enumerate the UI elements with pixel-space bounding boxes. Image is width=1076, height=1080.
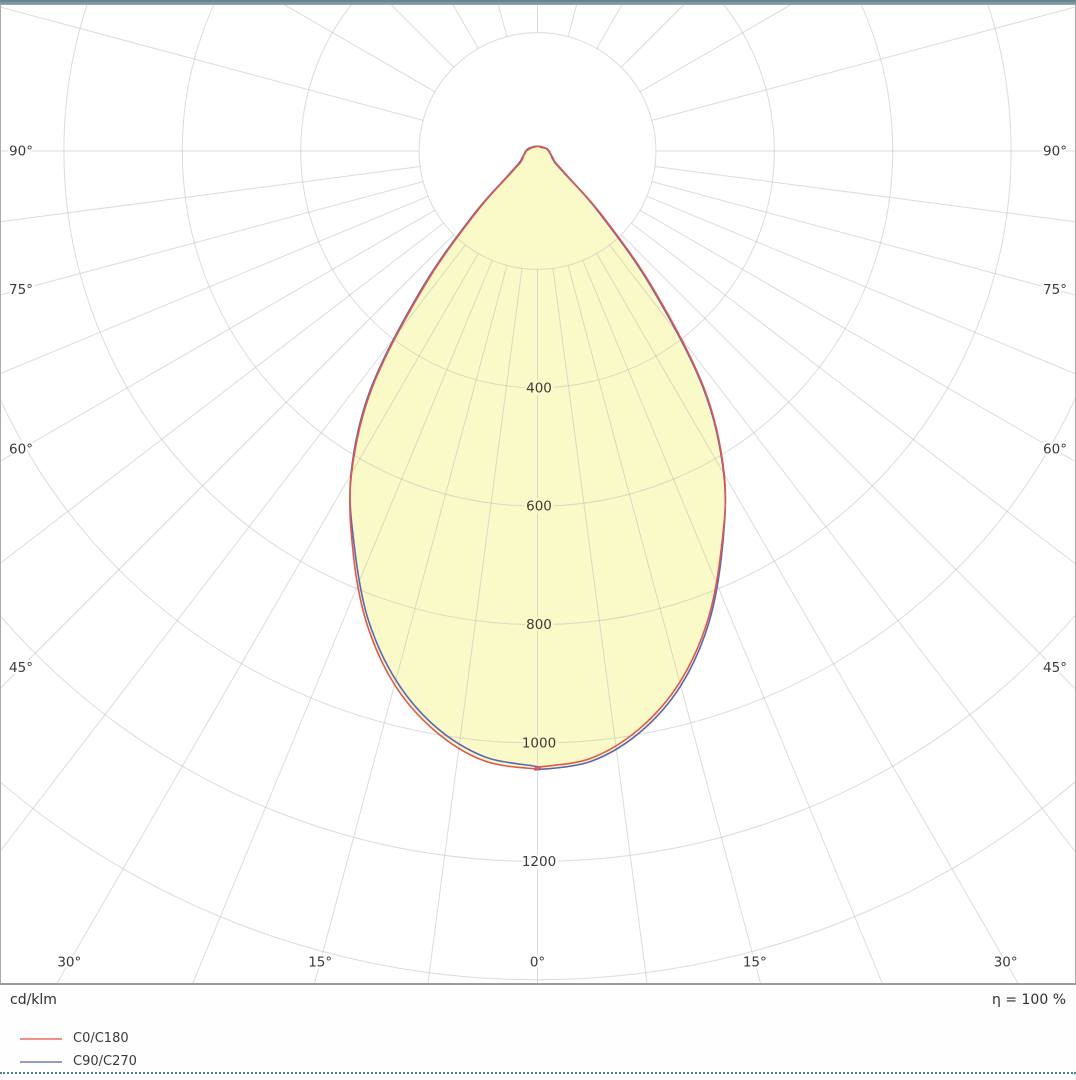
svg-text:90°: 90° — [1043, 144, 1067, 160]
legend-label-c0-c180: C0/C180 — [73, 1031, 129, 1046]
legend-swatch-c90-c270 — [20, 1060, 62, 1063]
svg-text:600: 600 — [526, 499, 552, 515]
footer: cd/klm η = 100 % C0/C180 C90/C270 — [0, 983, 1076, 1080]
bottom-accent-line — [0, 1072, 1076, 1074]
legend-label-c90-c270: C90/C270 — [73, 1054, 137, 1069]
svg-text:1000: 1000 — [522, 736, 556, 752]
top-accent-bar — [0, 0, 1076, 5]
svg-text:800: 800 — [526, 617, 552, 633]
curve-c0-c180 — [349, 145, 727, 771]
legend-item-c0-c180: C0/C180 — [20, 1027, 137, 1050]
svg-text:15°: 15° — [743, 955, 767, 971]
svg-text:30°: 30° — [57, 955, 81, 971]
svg-text:400: 400 — [526, 380, 552, 396]
svg-text:45°: 45° — [9, 660, 33, 676]
legend-item-c90-c270: C90/C270 — [20, 1050, 137, 1073]
grid-labels: 400 600 800 1000 1200 90° 90° 75° 75° 60° 60° 45° 45… — [7, 142, 1069, 973]
svg-text:15°: 15° — [308, 955, 332, 971]
efficiency-label: η = 100 % — [992, 992, 1066, 1008]
svg-text:45°: 45° — [1043, 660, 1067, 676]
legend: C0/C180 C90/C270 — [20, 1027, 137, 1073]
svg-text:90°: 90° — [9, 144, 33, 160]
svg-text:60°: 60° — [9, 442, 33, 458]
svg-text:75°: 75° — [9, 282, 33, 298]
intensity-curves — [349, 145, 727, 771]
svg-text:0°: 0° — [530, 955, 545, 971]
svg-text:75°: 75° — [1043, 282, 1067, 298]
unit-label: cd/klm — [10, 992, 57, 1008]
legend-swatch-c0-c180 — [20, 1037, 62, 1040]
polar-chart: 400 600 800 1000 1200 90° 90° 75° 75° 60° 60° 45° 45… — [0, 0, 1076, 983]
svg-text:1200: 1200 — [522, 854, 556, 870]
polar-chart-svg: 400 600 800 1000 1200 90° 90° 75° 75° 60° 60° 45° 45… — [0, 0, 1076, 983]
svg-text:30°: 30° — [994, 955, 1018, 971]
svg-text:60°: 60° — [1043, 442, 1067, 458]
